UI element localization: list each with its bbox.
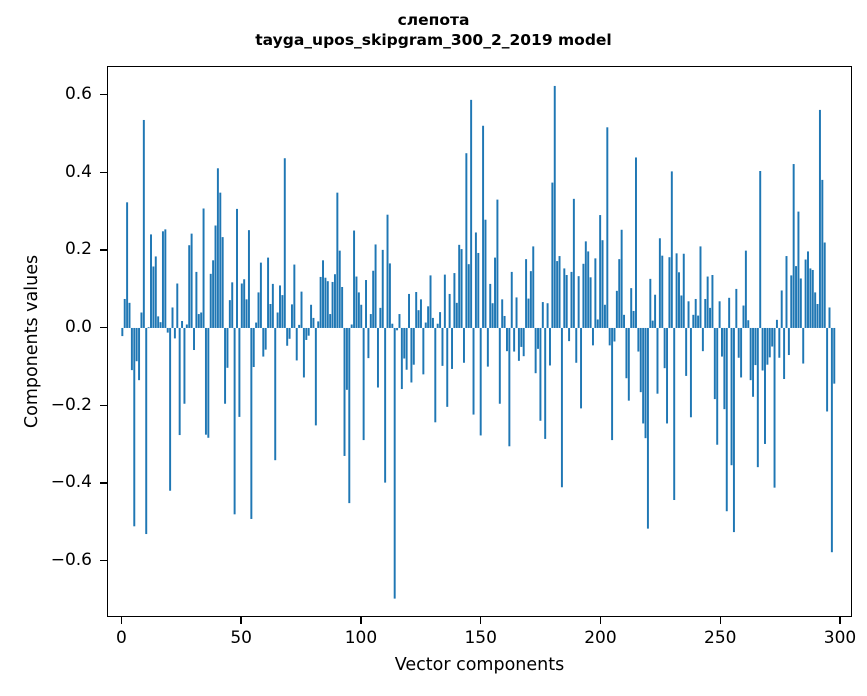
x-tick-mark (120, 617, 123, 624)
x-tick-mark (360, 617, 362, 624)
y-tick-label: 0.6 (64, 84, 92, 105)
y-tick-label: 0.0 (64, 316, 92, 337)
x-tick-mark (480, 617, 482, 624)
y-tick-mark (100, 404, 107, 406)
bars-svg (121, 85, 836, 599)
x-tick-label: 100 (344, 628, 378, 648)
x-tick-mark (240, 617, 242, 624)
chart-title: слепота tayga_upos_skipgram_300_2_2019 m… (0, 10, 867, 50)
y-axis-label: Components values (22, 254, 42, 429)
bar-series (108, 67, 851, 616)
x-tick-label: 50 (230, 628, 252, 648)
y-tick-label: 0.2 (64, 239, 92, 260)
x-tick-label: 300 (823, 628, 857, 648)
x-tick-mark (839, 617, 841, 624)
y-tick-mark (100, 94, 107, 96)
chart-title-line-2: tayga_upos_skipgram_300_2_2019 model (255, 31, 612, 49)
y-tick-mark (100, 326, 107, 329)
x-tick-label: 200 (584, 628, 617, 648)
y-tick-mark (100, 482, 107, 484)
y-tick-mark (100, 171, 107, 174)
y-tick-mark (100, 249, 107, 251)
plot-axes (107, 66, 852, 617)
x-tick-mark (599, 617, 602, 624)
x-tick-label: 250 (704, 628, 737, 648)
x-tick-label: 0 (115, 628, 127, 648)
x-tick-mark (719, 617, 721, 624)
x-tick-label: 150 (464, 628, 497, 648)
y-tick-label: −0.6 (50, 549, 92, 570)
y-tick-label: −0.2 (50, 394, 92, 415)
y-tick-mark (100, 559, 107, 562)
y-tick-label: −0.4 (50, 472, 92, 493)
chart-title-line-1: слепота (397, 11, 470, 29)
y-tick-label: 0.4 (64, 161, 92, 182)
x-axis-label: Vector components (394, 655, 565, 675)
